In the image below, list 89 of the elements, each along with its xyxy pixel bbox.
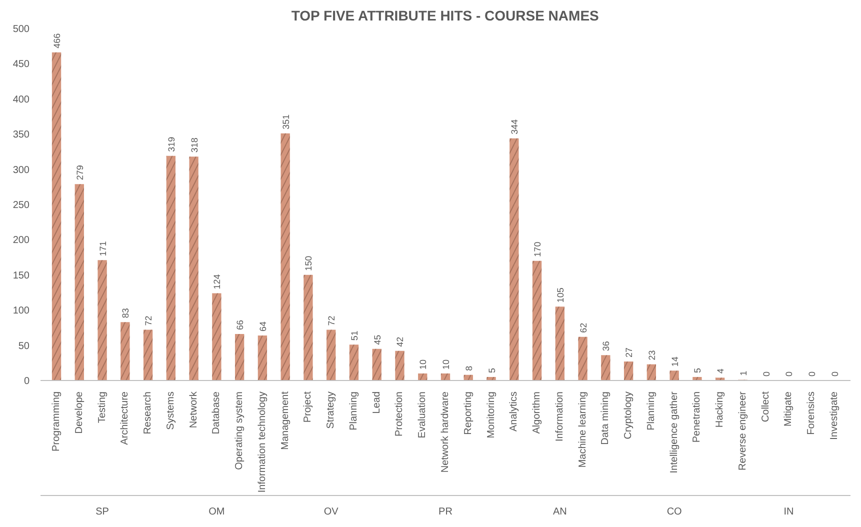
y-tick-label: 100 bbox=[12, 306, 30, 317]
data-label: 42 bbox=[395, 336, 406, 347]
data-label: 0 bbox=[807, 371, 818, 376]
data-label: 170 bbox=[532, 242, 543, 257]
data-label: 344 bbox=[510, 119, 520, 134]
y-tick-label: 0 bbox=[24, 376, 30, 387]
data-label: 351 bbox=[280, 114, 291, 130]
x-tick-label: Systems bbox=[165, 391, 176, 430]
y-tick-label: 150 bbox=[12, 270, 30, 282]
x-tick-label: Network bbox=[188, 390, 200, 428]
x-tick-label: Database bbox=[211, 391, 222, 434]
x-tick-label: Programming bbox=[51, 391, 62, 452]
x-tick-label: Algorithm bbox=[532, 391, 543, 434]
text: SP bbox=[96, 506, 110, 518]
x-tick-label: Planning bbox=[646, 392, 657, 430]
text: CO bbox=[666, 506, 682, 518]
data-label: 72 bbox=[144, 316, 154, 326]
data-label: 51 bbox=[349, 330, 360, 341]
data-label: 1 bbox=[738, 370, 748, 376]
x-tick-label: Data mining bbox=[600, 392, 612, 445]
data-label: 466 bbox=[52, 33, 62, 48]
y-tick-label: 250 bbox=[12, 200, 30, 211]
x-tick-label: Hacking bbox=[714, 391, 726, 428]
y-tick-label: 450 bbox=[12, 59, 30, 70]
y-tick-label: 350 bbox=[12, 130, 30, 141]
data-label: 319 bbox=[166, 136, 176, 152]
x-tick-label: Research bbox=[142, 391, 154, 434]
data-label: 27 bbox=[624, 347, 634, 358]
data-label: 5 bbox=[486, 368, 497, 373]
data-label: 83 bbox=[120, 308, 131, 318]
x-tick-label: Protection bbox=[394, 391, 406, 437]
data-label: 0 bbox=[761, 371, 772, 376]
x-tick-label: Planning bbox=[348, 392, 360, 430]
data-label: 105 bbox=[555, 288, 566, 303]
text: AN bbox=[552, 506, 567, 518]
data-label: 10 bbox=[441, 359, 451, 370]
data-label: 150 bbox=[304, 256, 314, 271]
x-tick-label: Strategy bbox=[326, 391, 337, 429]
x-tick-label: Testing bbox=[96, 391, 108, 424]
data-label: 0 bbox=[784, 371, 794, 376]
x-tick-label: Develope bbox=[74, 391, 85, 434]
data-label: 124 bbox=[212, 274, 222, 290]
data-label: 171 bbox=[98, 241, 108, 256]
y-tick-label: 400 bbox=[12, 94, 30, 106]
x-tick-label: Reporting bbox=[462, 392, 474, 435]
x-tick-label: Project bbox=[302, 391, 314, 423]
y-tick-label: 300 bbox=[12, 164, 30, 176]
text: IN bbox=[784, 506, 794, 518]
data-label: 72 bbox=[326, 316, 337, 326]
x-tick-label: Machine learning bbox=[577, 391, 588, 468]
x-tick-label: Penetration bbox=[692, 391, 703, 443]
data-label: 62 bbox=[578, 322, 588, 333]
data-label: 318 bbox=[189, 138, 200, 153]
text: OM bbox=[208, 506, 225, 518]
chart-title: TOP FIVE ATTRIBUTE HITS - COURSE NAMES bbox=[291, 8, 599, 24]
data-label: 5 bbox=[692, 368, 703, 373]
text: OV bbox=[324, 506, 339, 518]
x-tick-label: Evaluation bbox=[417, 391, 428, 438]
data-label: 8 bbox=[464, 366, 474, 371]
data-label: 64 bbox=[258, 321, 268, 332]
text: PR bbox=[438, 506, 452, 518]
x-tick-label: Lead bbox=[371, 391, 382, 414]
x-tick-label: Cryptology bbox=[623, 391, 634, 440]
x-tick-label: Network hardware bbox=[440, 391, 451, 473]
data-label: 4 bbox=[716, 368, 726, 374]
x-tick-label: Architecture bbox=[120, 391, 131, 445]
x-tick-label: Analytics bbox=[508, 392, 520, 432]
y-tick-label: 50 bbox=[18, 340, 30, 352]
data-label: 14 bbox=[670, 356, 680, 367]
data-label: 10 bbox=[418, 359, 428, 370]
x-tick-label: Information bbox=[554, 391, 566, 442]
x-tick-label: Monitoring bbox=[486, 391, 497, 438]
x-tick-label: Forensics bbox=[806, 391, 818, 435]
data-label: 23 bbox=[646, 350, 657, 360]
data-label: 66 bbox=[235, 320, 246, 330]
data-label: 36 bbox=[601, 341, 612, 352]
data-label: 279 bbox=[74, 165, 85, 180]
x-tick-label: Management bbox=[280, 391, 291, 450]
x-tick-label: Collect bbox=[760, 391, 772, 422]
y-tick-label: 200 bbox=[12, 235, 30, 246]
x-tick-label: Investigate bbox=[828, 391, 840, 440]
x-tick-label: Reverse engineer bbox=[737, 390, 748, 470]
y-tick-label: 500 bbox=[12, 24, 30, 35]
x-tick-label: Mitigate bbox=[783, 391, 794, 427]
data-label: 45 bbox=[372, 334, 382, 345]
x-tick-label: Information technology bbox=[256, 392, 268, 493]
x-tick-label: Operating system bbox=[234, 391, 246, 470]
data-label: 0 bbox=[830, 371, 840, 376]
x-tick-label: Intelligence gather bbox=[668, 390, 680, 474]
